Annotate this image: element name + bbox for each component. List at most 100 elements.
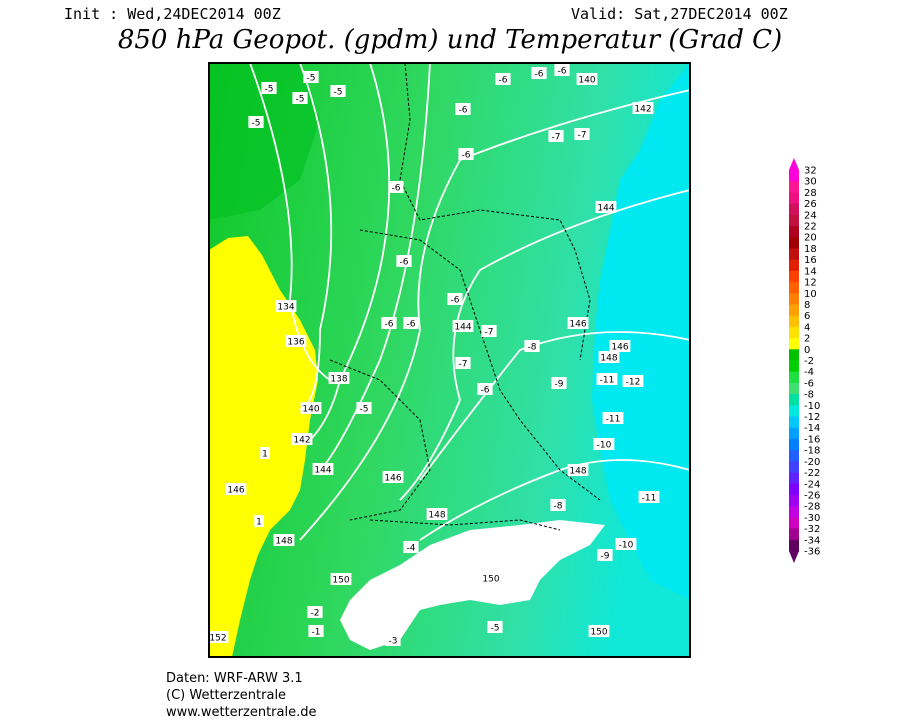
contour-label: -2 <box>311 609 320 619</box>
colorbar-label: 12 <box>804 278 817 289</box>
contour-label: 1 <box>256 518 262 528</box>
label-box <box>300 402 322 414</box>
colorbar-band <box>789 461 799 474</box>
border <box>329 359 431 521</box>
label-box <box>480 572 502 584</box>
label-box <box>225 483 247 495</box>
label-box <box>597 549 613 561</box>
label-box <box>308 625 324 637</box>
contour-label: -7 <box>552 133 561 143</box>
contour-label: -11 <box>642 494 657 504</box>
label-box <box>248 116 264 128</box>
colorbar-band <box>789 270 799 283</box>
colorbar-label: 10 <box>804 289 817 300</box>
contour-label: -6 <box>481 386 490 396</box>
label-box <box>554 64 570 76</box>
colorbar-label: -20 <box>804 457 820 468</box>
contour-label: 152 <box>209 634 226 644</box>
colorbar-label: 26 <box>804 199 817 210</box>
colorbar-band <box>789 438 799 451</box>
contour-line <box>419 331 691 481</box>
label-box <box>567 464 589 476</box>
contour-label: -8 <box>554 502 563 512</box>
label-box <box>596 373 618 385</box>
contour-label: -6 <box>535 70 544 80</box>
contour-label: -6 <box>400 258 409 268</box>
contour-label: -9 <box>601 552 610 562</box>
contour-label: 140 <box>302 405 319 415</box>
map: -5 -5 -5 -5 -5 -6 -6 -6 140 142 -6 -7 -7 -6 -6 144 -6 134… <box>207 62 691 658</box>
colorbar-label: -36 <box>804 547 820 558</box>
colorbar-label: -18 <box>804 446 820 457</box>
colorbar-band <box>789 427 799 440</box>
contour-label: 146 <box>384 474 401 484</box>
contour-label: -4 <box>407 544 416 554</box>
label-box <box>254 515 264 527</box>
label-box <box>207 631 229 643</box>
colorbar-label: -4 <box>804 367 814 378</box>
label-box <box>622 375 644 387</box>
contour-line <box>399 189 691 501</box>
colorbar-band <box>789 170 799 182</box>
border <box>369 519 561 531</box>
contour-label: -10 <box>597 441 612 451</box>
colorbar-label: 30 <box>804 177 817 188</box>
footer-data: Daten: WRF-ARW 3.1 <box>166 671 303 686</box>
contour-label: -6 <box>407 320 416 330</box>
label-box <box>275 300 297 312</box>
contours <box>249 62 691 541</box>
label-box <box>588 625 610 637</box>
colorbar-band <box>789 483 799 496</box>
valid-time: Valid: Sat,27DEC2014 00Z <box>571 5 788 23</box>
contour-label: -1 <box>312 628 321 638</box>
colorbar-label: -24 <box>804 479 820 490</box>
contour-label: -5 <box>491 624 500 634</box>
colorbar-label: 22 <box>804 222 817 233</box>
init-time: Init : Wed,24DEC2014 00Z <box>64 5 281 23</box>
contour-label: -6 <box>385 320 394 330</box>
label-box <box>356 402 372 414</box>
colorbar-label: 24 <box>804 210 817 221</box>
colorbar-label: -22 <box>804 468 820 479</box>
label-box <box>481 325 497 337</box>
label-box <box>261 82 277 94</box>
colorbar-label: 32 <box>804 166 817 177</box>
label-box <box>381 317 397 329</box>
colorbar-arrow-top <box>789 158 799 170</box>
contour-label: 140 <box>578 76 595 86</box>
contour-label: -5 <box>252 119 261 129</box>
contour-label: 150 <box>482 575 499 585</box>
contour-label: -6 <box>392 184 401 194</box>
contour-label: 148 <box>428 511 445 521</box>
label-box <box>609 340 631 352</box>
footer-copyright: (C) Wetterzentrale <box>166 688 286 703</box>
colorbar-band <box>789 360 799 373</box>
contour-line <box>319 62 431 471</box>
contour-label: -6 <box>462 151 471 161</box>
colorbar-band <box>789 326 799 339</box>
label-box <box>388 181 404 193</box>
label-box <box>285 335 307 347</box>
label-box <box>576 73 598 85</box>
contour-line <box>309 62 391 441</box>
contour-label: 148 <box>275 537 292 547</box>
masked-terrain <box>340 520 605 650</box>
label-box <box>452 320 474 332</box>
colorbar-band <box>789 282 799 294</box>
colorbar-label: -26 <box>804 490 820 501</box>
colorbar-label: -8 <box>804 390 814 401</box>
label-box <box>396 255 412 267</box>
colorbar-label: -34 <box>804 535 820 546</box>
colorbar-band <box>789 371 799 384</box>
colorbar-label: 6 <box>804 311 810 322</box>
contour-label: -8 <box>528 343 537 353</box>
colorbar-band <box>789 416 799 429</box>
label-box <box>551 377 567 389</box>
colorbar-band <box>789 203 799 216</box>
border <box>399 62 591 361</box>
colorbar-label: -30 <box>804 513 820 524</box>
contour-label: -11 <box>600 376 615 386</box>
colorbar-band <box>789 517 799 530</box>
label-box <box>632 102 654 114</box>
colorbar-label: -28 <box>804 502 820 513</box>
